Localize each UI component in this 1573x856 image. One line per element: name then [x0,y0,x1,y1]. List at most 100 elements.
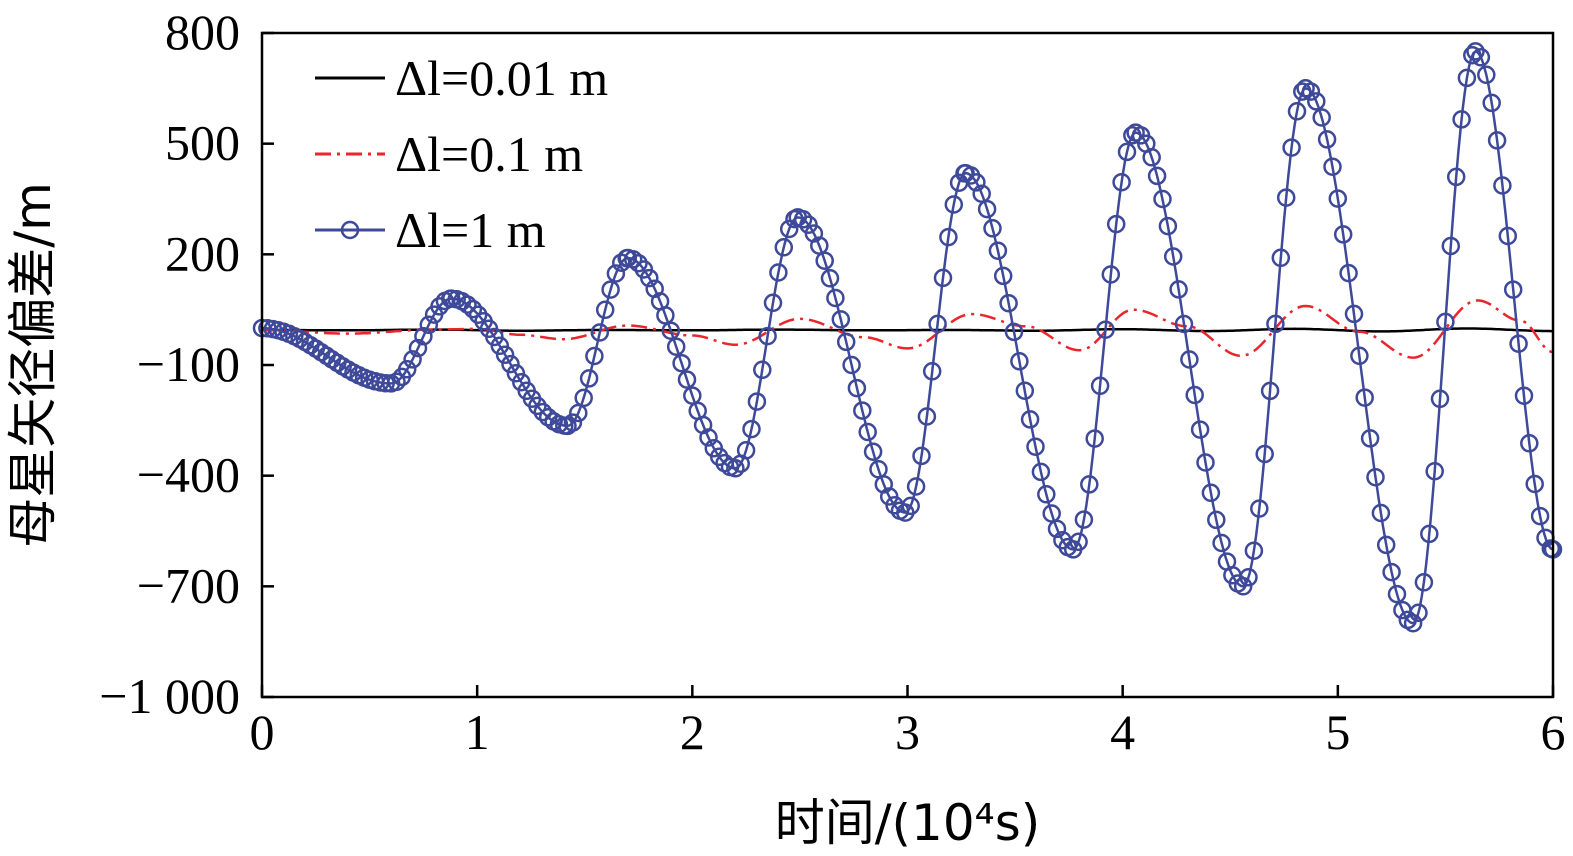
x-tick-label: 6 [1541,704,1566,760]
data-point [1190,420,1210,439]
data-point [906,477,926,496]
data-point [463,299,483,319]
data-point [1244,541,1264,560]
data-point [387,372,406,392]
data-point [1037,485,1056,504]
data-point [1031,462,1051,482]
x-tick-label: 2 [680,704,705,760]
data-point [779,219,799,239]
y-tick-label: 800 [165,4,240,60]
data-point [376,373,395,393]
data-point [579,369,599,388]
data-point [1360,429,1380,448]
data-point [1212,533,1231,553]
data-point [1477,65,1496,85]
data-point [606,264,626,283]
y-tick-label: −700 [137,557,240,613]
data-point [753,360,772,380]
data-point [993,266,1013,286]
data-point [1344,304,1364,324]
data-point [826,288,845,308]
data-point [1471,48,1491,67]
data-point [1112,172,1131,192]
data-point [1452,110,1471,129]
legend-label: Δl=0.01 m [395,50,608,106]
data-point [1509,334,1528,353]
data-point [601,280,620,299]
y-tick-label: −400 [137,447,240,503]
data-point [1323,157,1342,176]
data-point [1301,82,1321,101]
data-point [928,314,947,334]
data-point [1233,577,1253,596]
data-point [595,300,615,320]
data-point [1163,247,1183,266]
data-point [1147,166,1167,186]
y-tick-label: −100 [137,336,240,392]
legend: Δl=0.01 m Δl=0.1 m Δl=1 m [315,50,608,258]
data-point [1266,314,1285,334]
data-point [1101,265,1121,284]
data-point [1196,453,1215,472]
data-point [742,419,761,439]
data-point [858,422,877,442]
data-point [563,413,583,432]
data-point [1142,148,1161,167]
data-point [1466,42,1485,61]
data-point [506,364,526,383]
data-point [999,293,1018,313]
x-tick-label: 4 [1110,704,1135,760]
data-point [1355,388,1374,407]
data-point [1366,467,1385,487]
data-point [1020,410,1040,429]
data-point [1180,350,1199,369]
data-point [1201,483,1221,503]
data-point [677,370,697,389]
data-point [1047,519,1067,539]
data-point [699,428,718,447]
data-point [1117,142,1137,162]
y-tick-label: −1 000 [99,668,240,724]
data-point [988,241,1008,260]
data-point [863,442,883,461]
data-point [1312,108,1331,127]
data-point [1090,376,1110,396]
data-point [1414,573,1434,592]
data-point [1004,322,1024,342]
data-point [758,326,777,346]
data-point [1376,535,1396,555]
x-tick-label: 1 [465,704,490,760]
data-point [1530,506,1550,526]
data-point [458,295,477,314]
data-point [574,388,593,408]
y-tick-label: 500 [165,115,240,171]
data-point [917,407,937,426]
legend-label: Δl=1 m [395,202,546,258]
data-point [1158,216,1178,236]
data-point [1276,188,1296,207]
x-tick-label: 3 [895,704,920,760]
data-point [1409,603,1428,623]
data-point [815,251,834,270]
data-point [1282,138,1301,157]
data-point [1307,92,1326,111]
legend-marker [340,220,360,240]
data-point [1436,312,1455,332]
x-tick-label: 5 [1325,704,1350,760]
series-2 [262,299,1554,359]
data-point [1074,510,1094,529]
data-point [585,346,604,366]
y-axis-title: 母星矢径偏差/m [4,182,62,548]
data-point [1069,532,1088,552]
data-point [533,402,553,422]
data-point [793,210,813,229]
data-point [1487,131,1507,150]
data-point [1525,474,1544,494]
data-point [922,362,942,381]
data-point [1441,236,1461,256]
data-point [1271,248,1291,268]
data-point [1387,584,1407,604]
data-point [1403,613,1423,633]
data-point [912,446,931,466]
x-tick-label: 0 [250,704,275,760]
